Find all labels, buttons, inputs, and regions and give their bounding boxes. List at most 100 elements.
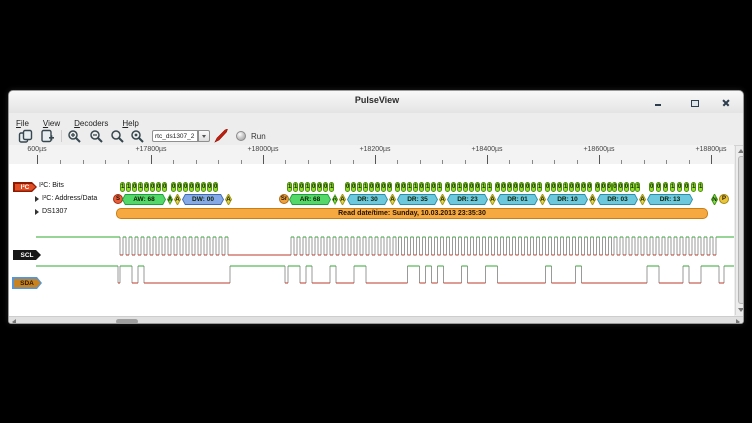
i2c-addr-annotation: AR: 68 [289,194,331,205]
i2c-bit-annotation: 0 [369,182,374,192]
i2c-bit-annotation: 0 [557,182,562,192]
i2c-bit-annotation: 1 [329,182,334,192]
i2c-ack-annotation: A [339,194,346,205]
i2c-rw-annotation: R [332,194,338,205]
i2c-bit-annotation: 0 [201,182,206,192]
i2c-ack-annotation: A [539,194,546,205]
new-session-icon[interactable] [18,129,33,144]
scroll-down-icon[interactable] [738,308,744,312]
expand-arrow-icon[interactable] [35,209,39,215]
close-icon[interactable] [722,99,731,107]
ruler-major-tick [263,155,264,164]
i2c-ack-annotation: A [389,194,396,205]
signal-tag-scl[interactable]: SCL [13,250,41,260]
i2c-bit-annotation: 1 [407,182,412,192]
i2c-bit-annotation: 0 [575,182,580,192]
i2c-bit-annotation: 0 [162,182,167,192]
vertical-scrollbar[interactable] [735,146,744,315]
annotation-label: A [590,195,595,204]
i2c-nack-annotation: N [711,194,718,205]
i2c-data_read-annotation: DR: 01 [497,194,538,205]
vertical-scrollbar-thumb[interactable] [738,156,745,304]
title-bar[interactable]: PulseView [9,91,744,114]
i2c-bit-annotation: 1 [563,182,568,192]
i2c-bit-annotation: 0 [299,182,304,192]
time-ruler[interactable]: 600µs+17800µs+18000µs+18200µs+18400µs+18… [9,145,734,164]
zoom-one-to-one-icon[interactable] [130,129,145,144]
i2c-bit-annotation: 0 [649,182,654,192]
zoom-in-icon[interactable] [67,129,82,144]
annotation-label: N [712,195,717,204]
i2c-bit-annotation: 0 [189,182,194,192]
annotation-label: A [640,195,645,204]
run-button[interactable]: Run [233,129,267,143]
i2c-bit-annotation: 0 [618,182,623,192]
i2c-bit-annotation: 0 [656,182,661,192]
scroll-right-icon[interactable] [736,319,740,325]
expand-arrow-icon[interactable] [35,196,39,202]
i2c-bit-annotation: 1 [437,182,442,192]
menu-item-help[interactable]: Help [115,117,145,128]
i2c-data_read-annotation: DR: 30 [347,194,388,205]
decoder-row-label: I²C: Bits [39,182,64,189]
i2c-ack-annotation: A [225,194,232,205]
scroll-up-icon[interactable] [738,149,744,153]
toolbar: rtc_ds1307_2 Run [9,128,744,146]
run-button-label: Run [251,132,266,141]
zoom-out-icon[interactable] [89,129,104,144]
decoder-tag-i2c[interactable]: I²C [13,182,37,192]
annotation-label: W [168,195,172,204]
i2c-bit-annotation: 0 [587,182,592,192]
i2c-bit-annotation: 1 [413,182,418,192]
i2c-bit-annotation: 1 [635,182,640,192]
save-session-icon[interactable] [40,129,55,144]
i2c-bit-annotation: 0 [663,182,668,192]
i2c-bit-annotation: 0 [156,182,161,192]
i2c-rstart-annotation: Sr [279,194,289,204]
toolbar-separator [61,130,62,142]
ruler-major-tick [711,155,712,164]
annotation-label: A [490,195,495,204]
trace-canvas[interactable]: I²CI²C: BitsI²C: Address/DataDS130711010… [9,164,734,316]
i2c-bit-annotation: 1 [357,182,362,192]
desktop-background: PulseView FileViewDecodersHelp [0,0,752,423]
annotation-label: DR: 13 [648,195,692,204]
channels-probe-icon[interactable] [214,129,229,144]
annotation-label: A [390,195,395,204]
zoom-fit-icon[interactable] [110,129,125,144]
horizontal-scrollbar[interactable] [9,316,744,324]
ruler-major-tick [151,155,152,164]
i2c-bit-annotation: 0 [601,182,606,192]
i2c-bit-annotation: 1 [537,182,542,192]
scroll-left-icon[interactable] [12,319,16,325]
i2c-bit-annotation: 1 [487,182,492,192]
i2c-bit-annotation: 1 [305,182,310,192]
chevron-down-icon[interactable] [198,130,210,142]
menu-item-view[interactable]: View [36,117,67,128]
menu-item-file[interactable]: File [9,117,36,128]
i2c-bit-annotation: 0 [351,182,356,192]
session-file-selector[interactable]: rtc_ds1307_2 [152,130,198,142]
minimize-icon[interactable] [654,99,663,107]
i2c-rw-annotation: W [167,194,173,205]
i2c-bit-annotation: 0 [419,182,424,192]
window-title: PulseView [9,95,744,105]
i2c-start-annotation: S [113,194,123,204]
menu-item-decoders[interactable]: Decoders [67,117,115,128]
i2c-stop-annotation: P [719,194,729,204]
horizontal-scrollbar-thumb[interactable] [116,319,138,325]
annotation-label: A [340,195,345,204]
annotation-label: DR: 30 [348,195,387,204]
i2c-bit-annotation: 0 [431,182,436,192]
decoder-row-label: I²C: Address/Data [42,195,97,202]
annotation-label: DR: 03 [598,195,637,204]
maximize-icon[interactable] [690,99,699,107]
ruler-tick-label: +18400µs [471,146,502,153]
signal-tag-sda[interactable]: SDA [12,277,42,289]
decoder-row-label: DS1307 [42,208,67,215]
i2c-bit-annotation: 0 [545,182,550,192]
i2c-bit-annotation: 1 [670,182,675,192]
annotation-label: DR: 01 [498,195,537,204]
i2c-bit-annotation: 0 [317,182,322,192]
annotation-label: A [226,195,231,204]
